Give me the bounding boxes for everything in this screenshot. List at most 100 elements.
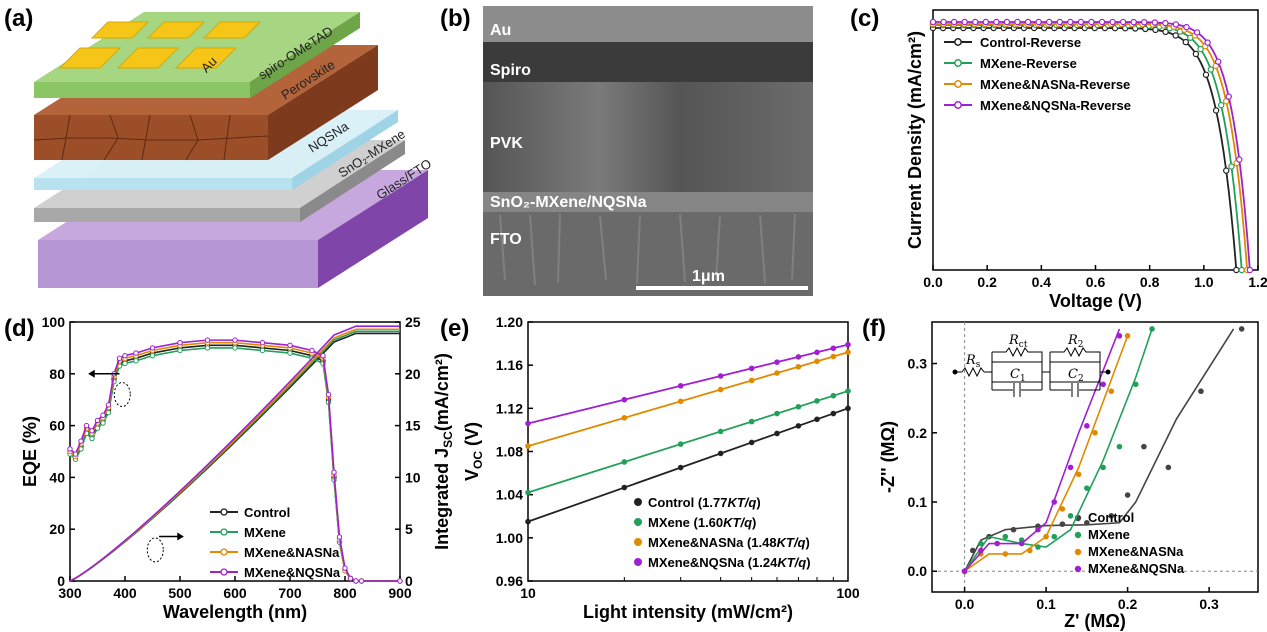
panel-d-label: (d)	[4, 315, 35, 342]
voc-point	[795, 354, 802, 360]
eis-point	[1035, 526, 1041, 533]
voc-point	[830, 353, 837, 360]
eis-point	[1084, 423, 1090, 429]
jv-marker	[1151, 19, 1159, 26]
eis-point	[961, 568, 968, 575]
eqe-marker	[72, 451, 79, 457]
eqe-marker	[94, 417, 101, 424]
jv-xtick-label: 0.0	[923, 274, 943, 290]
voc-point	[845, 341, 851, 348]
eqe-xtick-label: 900	[388, 585, 412, 601]
eqe-y2tick-label: 25	[405, 314, 421, 330]
jv-marker	[1212, 107, 1220, 114]
eis-fit-1	[963, 328, 1153, 572]
eqe-xtick-label: 500	[168, 585, 192, 601]
eqe-marker	[105, 402, 112, 408]
scale-bar-label: 1μm	[692, 268, 725, 285]
eis-fit-2	[964, 335, 1129, 572]
eqe-annot-circle	[113, 382, 131, 408]
eqe-ylabel: EQE (%)	[20, 416, 40, 487]
panel-e-label: (e)	[440, 315, 469, 342]
panel-b-label: (b)	[440, 5, 471, 32]
sem-label-pvk: PVK	[490, 135, 523, 152]
eqe-marker	[204, 337, 211, 343]
eis-point	[1002, 551, 1009, 557]
eis-point	[1002, 533, 1009, 540]
eis-point	[1010, 526, 1017, 533]
sem-label-fto: FTO	[490, 231, 522, 248]
voc-point	[830, 345, 837, 352]
eis-point	[994, 540, 1000, 547]
eqe-marker	[309, 347, 315, 354]
voc-point	[814, 398, 820, 404]
jv-marker	[1192, 50, 1200, 58]
eis-legend-marker	[1074, 548, 1082, 556]
eqe-marker	[83, 422, 90, 429]
eqe-marker	[353, 578, 359, 584]
eis-legend-label: MXene	[1088, 527, 1130, 542]
jv-xtick-label: 0.4	[1032, 274, 1052, 290]
jv-legend-label: MXene&NQSNa-Reverse	[980, 98, 1131, 113]
eis-xtick-label: 0.3	[1199, 596, 1219, 612]
eqe-marker	[177, 340, 183, 346]
eis-point	[1084, 485, 1090, 491]
eqe-marker	[287, 342, 293, 349]
jv-marker	[1056, 18, 1063, 26]
voc-point	[845, 388, 851, 394]
eqe-y2tick-label: 20	[405, 366, 421, 382]
jv-legend-marker	[954, 101, 962, 109]
jv-marker	[993, 18, 1000, 26]
eqe-marker	[397, 578, 403, 584]
eis-point	[1124, 492, 1131, 498]
voc-xlabel: Light intensity (mW/cm²)	[583, 602, 793, 622]
eqe-marker	[342, 565, 348, 571]
panel-f-label: (f)	[862, 315, 886, 342]
voc-legend-label: Control (1.77KT/q)	[648, 495, 761, 510]
voc-point	[621, 459, 628, 465]
jv-marker	[1035, 18, 1042, 26]
eqe-y2tick-label: 0	[405, 573, 413, 589]
eis-point	[1198, 388, 1204, 395]
voc-ytick-label: 1.12	[496, 400, 523, 416]
eqe-legend-label: MXene	[244, 525, 286, 540]
panel-c: (c) 0.0 0.2 0.4 0.6 0.8 1.0 1.2 Voltage (V) Curr…	[850, 5, 1267, 311]
voc-point	[795, 423, 802, 429]
jv-marker	[1225, 93, 1232, 100]
jv-marker	[1246, 266, 1254, 274]
eis-legend-label: MXene&NQSNa	[1088, 561, 1185, 576]
jv-xtick-label: 1.2	[1248, 274, 1267, 290]
jv-xtick-label: 1.0	[1194, 274, 1214, 290]
eqe-marker	[259, 347, 266, 354]
eis-point	[1116, 333, 1123, 339]
jv-xtick-label: 0.8	[1140, 274, 1160, 290]
jsc-line-3	[69, 325, 400, 582]
eis-ytick-label: 0.0	[908, 563, 928, 579]
eqe-marker	[331, 469, 337, 475]
jv-marker	[1152, 26, 1159, 34]
voc-xtick-label: 100	[836, 585, 860, 601]
jv-xlabel: Voltage (V)	[1049, 291, 1142, 311]
jv-marker	[1172, 21, 1180, 28]
jv-marker	[1202, 71, 1210, 78]
eqe-marker	[116, 355, 123, 361]
jv-marker	[1217, 101, 1225, 109]
jv-marker	[929, 18, 937, 26]
voc-point	[748, 377, 755, 384]
eqe-marker	[259, 340, 266, 346]
eqe-marker	[232, 345, 238, 351]
jv-marker	[1197, 45, 1204, 53]
eqe-marker	[100, 420, 106, 426]
voc-point	[677, 383, 684, 389]
eqe-legend-marker	[220, 548, 228, 556]
voc-legend-label: MXene (1.60KT/q)	[648, 515, 756, 530]
jv-marker	[950, 18, 958, 26]
eqe-xtick-label: 400	[113, 585, 137, 601]
eqe-xtick-label: 300	[58, 585, 82, 601]
eis-point	[1067, 464, 1074, 471]
eis-xtick-label: 0.1	[1036, 596, 1056, 612]
jv-marker	[1119, 18, 1127, 26]
voc-point	[774, 359, 780, 365]
voc-ytick-label: 0.96	[496, 573, 523, 589]
circuit-c2-label: C2	[1068, 367, 1084, 384]
